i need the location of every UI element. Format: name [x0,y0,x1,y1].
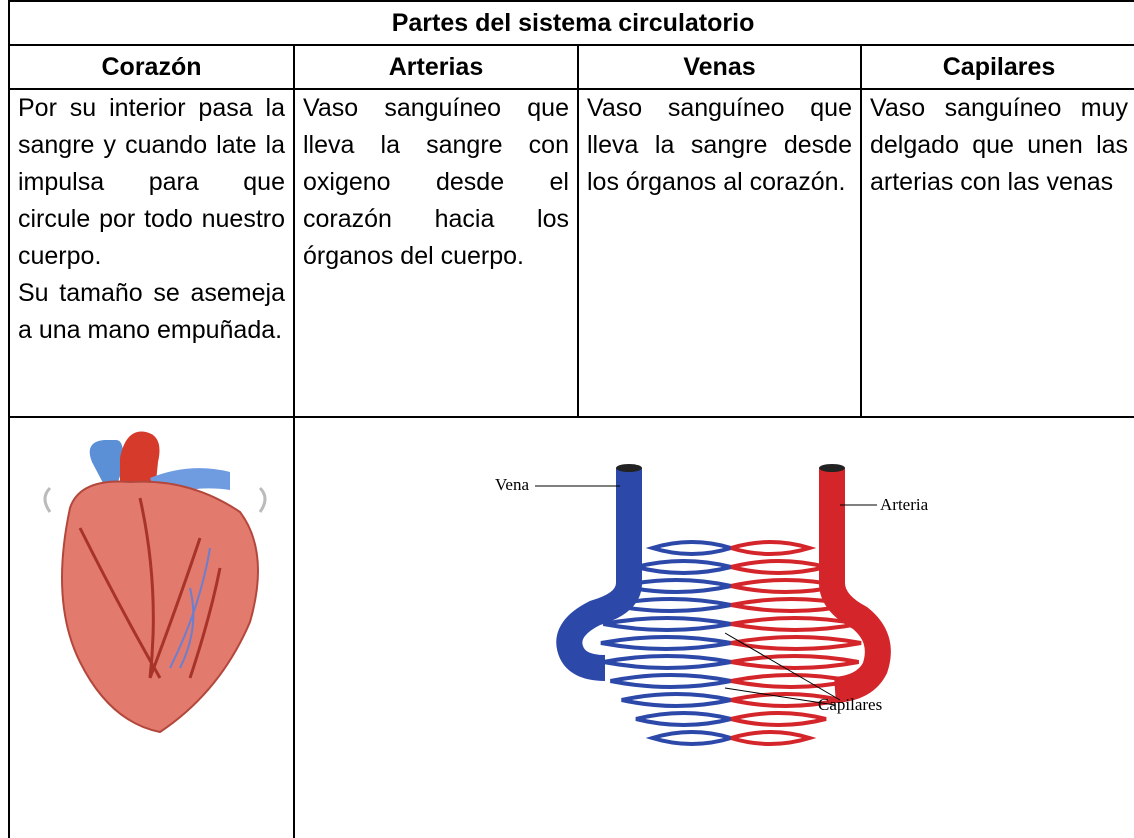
capillary [730,673,852,689]
vein [556,468,642,681]
heart-cell [8,416,295,838]
vessel-diagram: Vena Arteria Capilares [495,464,929,746]
vein-opening [616,464,642,472]
header-row: Corazón Arterias Venas Capilares [8,44,1134,90]
capillary [635,559,732,575]
capillary [610,597,732,613]
capillary [645,540,732,556]
capillary [645,730,732,746]
column-header: Arterias [293,44,579,90]
table-title: Partes del sistema circulatorio [7,0,1134,46]
coronary-vessels [78,497,222,679]
vein-label: Vena [495,475,529,494]
text-row: Por su interior pasa la sangre y cuando … [8,88,1134,418]
parts-table: Partes del sistema circulatorio Corazón … [7,0,1134,838]
column-header: Capilares [859,44,1134,90]
image-row: Vena Arteria Capilares [8,416,1134,838]
capillary [730,730,817,746]
capillary [730,692,841,708]
arrows [43,486,267,513]
artery-opening [819,464,845,472]
artery-label: Arteria [880,495,929,514]
title-row: Partes del sistema circulatorio [7,0,1134,46]
capillary [635,711,732,727]
paragraph: Vaso sanguíneo que lleva la sangre con o… [303,94,569,270]
capillary [730,597,852,613]
capillary [600,635,732,651]
cell: Por su interior pasa la sangre y cuando … [8,88,295,418]
capillary [730,635,862,651]
heart-illustration [43,431,267,734]
body: Partes del sistema circulatorio Corazón … [7,0,1134,838]
capillary [603,654,732,670]
cell: Vaso sanguíneo muy delgado que unen las … [859,88,1134,418]
capillary [621,692,732,708]
capillary [730,540,817,556]
capillary [603,616,732,632]
paragraph: Por su interior pasa la sangre y cuando … [18,94,285,270]
capillary [730,559,827,575]
capillary [730,711,827,727]
capillary [610,673,732,689]
cell: Vaso sanguíneo que lleva la sangre con o… [293,88,579,418]
leader-line [724,687,836,706]
coronary-veins [169,547,211,669]
capillary [730,616,859,632]
artery [819,468,891,703]
paragraph: Su tamaño se asemeja a una mano empuñada… [18,279,285,344]
capillary [621,578,732,594]
capillaries-label: Capilares [818,695,882,714]
cell: Vaso sanguíneo que lleva la sangre desde… [577,88,862,418]
capillary [730,578,841,594]
column-header: Corazón [8,44,295,90]
column-header: Venas [577,44,862,90]
paragraph: Vaso sanguíneo que lleva la sangre desde… [587,94,852,196]
leader-line [724,632,841,701]
heart-body [61,480,259,734]
paragraph: Vaso sanguíneo muy delgado que unen las … [870,94,1129,196]
vessel-cell: Vena Arteria Capilares [292,416,1134,838]
capillary [730,654,859,670]
page: Partes del sistema circulatorio {"table"… [7,0,1134,838]
